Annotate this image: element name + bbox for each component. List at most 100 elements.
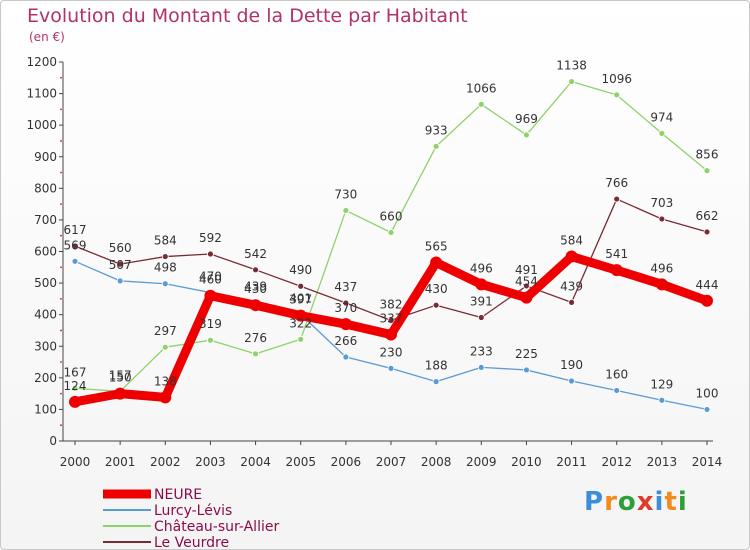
data-label: 974 [650, 110, 673, 124]
data-point [568, 298, 575, 306]
axes: 0 100 200 300 400 500 600 700 800 900 1000 1100 1200… [26, 55, 722, 469]
legend-label: Lurcy-Lévis [154, 503, 232, 519]
data-point [297, 282, 305, 290]
data-point [387, 316, 395, 324]
data-point [432, 301, 440, 309]
data-label: 322 [289, 316, 312, 330]
data-point [69, 395, 81, 408]
data-point [71, 384, 79, 392]
y-tick-label: 800 [34, 181, 57, 195]
x-tick-label: 2002 [150, 455, 181, 469]
data-point [342, 299, 350, 307]
data-label: 430 [244, 282, 267, 296]
logo-letter: x [636, 487, 655, 517]
data-label: 1138 [556, 59, 587, 73]
data-point [613, 387, 621, 394]
data-point [161, 343, 169, 351]
data-label: 498 [154, 261, 177, 275]
data-label: 150 [109, 371, 132, 385]
y-tick-label: 1100 [26, 87, 57, 101]
data-label: 454 [515, 275, 538, 289]
data-label: 266 [334, 334, 357, 348]
data-point [658, 129, 666, 137]
data-point [207, 336, 214, 344]
data-label: 766 [605, 176, 628, 190]
data-label: 496 [650, 261, 673, 275]
data-label: 160 [605, 367, 628, 381]
y-minor-tick [60, 329, 62, 332]
data-label: 297 [154, 324, 177, 338]
data-label: 167 [64, 365, 87, 379]
data-label: 391 [470, 295, 493, 309]
data-point [613, 195, 621, 203]
data-label: 592 [199, 231, 222, 245]
data-point [477, 100, 485, 108]
y-tick-label: 600 [34, 245, 57, 259]
data-point [475, 278, 488, 291]
chart-subtitle: (en €) [29, 30, 65, 44]
legend-label: NEURE [154, 487, 202, 503]
data-label: 856 [696, 148, 719, 162]
y-minor-tick [60, 266, 62, 269]
x-tick-label: 2013 [647, 455, 678, 469]
data-point [432, 378, 440, 386]
data-label: 124 [64, 379, 87, 393]
y-tick-label: 300 [34, 339, 57, 353]
data-point [658, 396, 666, 404]
data-point [703, 406, 711, 413]
data-point [613, 91, 621, 99]
data-point [655, 278, 668, 291]
logo-letter: P [584, 487, 605, 517]
data-point [658, 215, 666, 223]
y-tick-label: 100 [34, 402, 57, 416]
data-point [430, 256, 443, 269]
data-label: 660 [380, 210, 403, 224]
data-point [701, 294, 713, 307]
data-point [116, 260, 124, 268]
chart-title: Evolution du Montant de la Dette par Hab… [27, 5, 468, 27]
data-label: 703 [650, 196, 673, 210]
data-point [116, 277, 124, 285]
data-point [568, 78, 575, 85]
data-label: 230 [380, 345, 403, 359]
data-point [159, 391, 172, 404]
data-label: 439 [560, 279, 583, 293]
data-label: 437 [334, 280, 357, 294]
data-label: 397 [289, 293, 312, 307]
data-label: 430 [425, 282, 448, 296]
data-point [477, 314, 485, 321]
legend-label: Château-sur-Allier [154, 519, 279, 535]
data-point [339, 318, 352, 331]
data-label: 933 [425, 123, 448, 137]
y-minor-tick [60, 361, 62, 363]
data-point [342, 353, 350, 361]
data-labels-layer: 167 157 297 319 276 322 730 660 933 1066 969 1138 10… [64, 59, 719, 401]
data-point [249, 299, 262, 312]
data-label: 460 [199, 273, 222, 287]
data-label: 565 [425, 240, 448, 254]
data-point [523, 131, 530, 139]
y-minor-tick [60, 234, 62, 237]
data-label: 542 [244, 247, 267, 261]
data-label: 225 [515, 347, 538, 361]
data-label: 190 [560, 358, 583, 372]
data-label: 1096 [601, 72, 632, 86]
data-point [477, 364, 485, 371]
data-label: 233 [470, 344, 493, 358]
data-point [703, 228, 711, 236]
x-tick-label: 2009 [466, 455, 497, 469]
data-point [71, 257, 79, 265]
x-tick-label: 2003 [195, 455, 226, 469]
data-label: 470 [199, 270, 222, 284]
y-minor-tick [60, 424, 62, 427]
data-label: 157 [109, 368, 132, 382]
y-minor-tick [60, 203, 62, 206]
data-point [297, 335, 305, 343]
data-label: 662 [696, 209, 719, 223]
y-tick-label: 700 [34, 213, 57, 227]
data-label: 439 [244, 279, 267, 293]
x-tick-label: 2014 [692, 455, 723, 469]
data-label: 444 [696, 278, 719, 292]
data-point [387, 229, 395, 236]
